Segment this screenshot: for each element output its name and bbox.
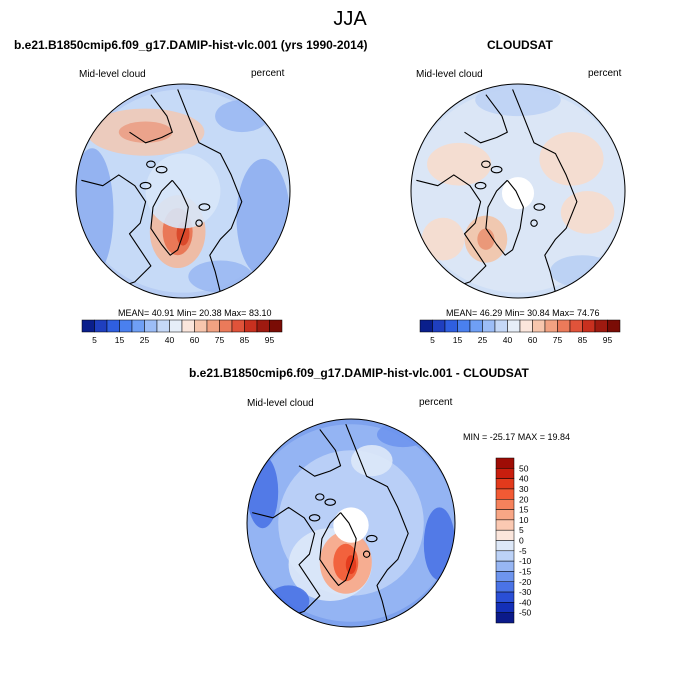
colorbar-tick-label: -20 [519, 577, 532, 587]
colorbar-swatch [495, 602, 515, 613]
colorbar-swatch [495, 540, 515, 552]
colorbar-tick-label: 5 [92, 335, 97, 345]
colorbar-tick-label: 95 [265, 335, 275, 345]
colorbar-tick-label: 85 [578, 335, 588, 345]
colorbar-tick-label: 15 [453, 335, 463, 345]
colorbar-swatch [495, 581, 515, 593]
colorbar-tick-label: 30 [519, 484, 529, 494]
colorbar-swatch [495, 560, 515, 572]
max-label: Max= [224, 308, 247, 318]
colorbar-swatch [495, 571, 515, 582]
colorbar-tick-label: 60 [528, 335, 538, 345]
colorbar-swatch [607, 319, 621, 333]
colorbar-swatch [495, 550, 515, 562]
panel-1-stats: MEAN= 40.91 Min= 20.38 Max= 83.10 [118, 308, 271, 318]
panel-2-units-label: percent [588, 68, 622, 79]
colorbar-tick-label: 40 [165, 335, 175, 345]
colorbar-swatch [495, 488, 515, 500]
panel-2-colorbar: 5 15 25 40 60 75 85 95 [419, 319, 621, 345]
colorbar-swatch [269, 319, 283, 333]
colorbar-swatch [495, 478, 515, 490]
panel-3-units-label: percent [419, 397, 453, 408]
colorbar-tick-label: -40 [519, 597, 532, 607]
colorbar-tick-label: 5 [430, 335, 435, 345]
panel-2-variable-label: Mid-level cloud [416, 69, 483, 80]
colorbar-tick-label: 15 [115, 335, 125, 345]
panel-2-title: CLOUDSAT [487, 38, 553, 52]
colorbar-tick-label: 85 [240, 335, 250, 345]
panel-1-variable-label: Mid-level cloud [79, 69, 146, 80]
colorbar-tick-label: 20 [519, 494, 529, 504]
max-value: 74.76 [576, 308, 600, 318]
colorbar-tick-label: 75 [215, 335, 225, 345]
colorbar-swatch [495, 591, 515, 603]
colorbar-tick-label: -10 [519, 556, 532, 566]
colorbar-swatch [495, 519, 515, 531]
colorbar-swatch [495, 499, 515, 510]
panel-1-units-label: percent [251, 68, 285, 79]
colorbar-tick-label: 40 [519, 474, 529, 484]
colorbar-swatch [495, 612, 515, 624]
colorbar-tick-label: 40 [503, 335, 513, 345]
max-label: Max= [552, 308, 575, 318]
panel-1-colorbar: 5 15 25 40 60 75 85 95 [81, 319, 283, 345]
mean-value: 40.91 [151, 308, 175, 318]
colorbar-tick-label: 60 [190, 335, 200, 345]
colorbar-tick-label: 25 [140, 335, 150, 345]
panel-2-stats: MEAN= 46.29 Min= 30.84 Max= 74.76 [446, 308, 599, 318]
panel-3-title: b.e21.B1850cmip6.f09_g17.DAMIP-hist-vlc.… [189, 366, 529, 380]
colorbar-tick-label: 10 [519, 515, 529, 525]
mean-value: 46.29 [479, 308, 503, 318]
panel-3-variable-label: Mid-level cloud [247, 398, 314, 409]
colorbar-tick-label: 0 [519, 536, 524, 546]
colorbar-swatch [495, 468, 515, 479]
colorbar-tick-label: 50 [519, 463, 529, 473]
mean-label: MEAN= [118, 308, 150, 318]
colorbar-tick-label: 5 [519, 525, 524, 535]
panel-1-title: b.e21.B1850cmip6.f09_g17.DAMIP-hist-vlc.… [14, 38, 368, 52]
colorbar-tick-label: -50 [519, 608, 532, 618]
mean-label: MEAN= [446, 308, 478, 318]
min-value: 30.84 [527, 308, 550, 318]
colorbar-swatch [495, 509, 515, 521]
colorbar-tick-label: 15 [519, 505, 529, 515]
colorbar-swatch [495, 529, 515, 541]
min-value: 20.38 [199, 308, 222, 318]
colorbar-tick-label: -30 [519, 587, 532, 597]
colorbar-swatch [495, 457, 515, 469]
colorbar-tick-label: -15 [519, 566, 532, 576]
colorbar-tick-label: 95 [603, 335, 613, 345]
colorbar-tick-label: 75 [553, 335, 563, 345]
main-title: JJA [333, 8, 367, 30]
min-label: Min= [176, 308, 197, 318]
colorbar-tick-label: 25 [478, 335, 488, 345]
max-value: 83.10 [248, 308, 272, 318]
colorbar-tick-label: -5 [519, 546, 527, 556]
min-label: Min= [504, 308, 525, 318]
panel-3-minmax: MIN = -25.17 MAX = 19.84 [463, 432, 571, 442]
